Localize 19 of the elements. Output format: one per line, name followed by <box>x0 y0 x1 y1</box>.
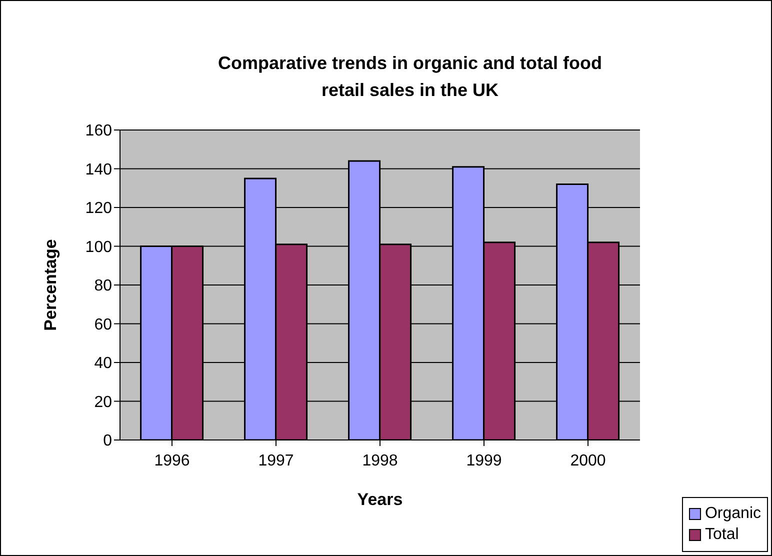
y-tick-label: 140 <box>85 161 112 178</box>
y-tick-label: 40 <box>94 355 112 372</box>
y-tick-label: 20 <box>94 394 112 411</box>
y-tick-label: 120 <box>85 200 112 218</box>
x-axis-title: Years <box>357 490 403 509</box>
x-tick-label: 1999 <box>466 452 502 470</box>
legend-label: Total <box>704 526 739 544</box>
x-tick-label: 1996 <box>154 452 190 470</box>
y-tick-label: 60 <box>94 316 112 334</box>
y-tick-label: 100 <box>85 238 112 256</box>
legend-label: Organic <box>704 505 761 523</box>
y-tick-label: 0 <box>103 432 112 450</box>
y-tick-label: 80 <box>94 278 112 295</box>
y-tick-label: 160 <box>85 122 112 140</box>
x-tick-label: 1998 <box>362 452 398 470</box>
chart-title: Comparative trends in organic and total food retail sales in the UK <box>216 52 604 102</box>
y-axis-title: Percentage <box>41 239 60 331</box>
x-tick-label: 2000 <box>570 452 606 470</box>
x-tick-label: 1997 <box>258 452 294 470</box>
